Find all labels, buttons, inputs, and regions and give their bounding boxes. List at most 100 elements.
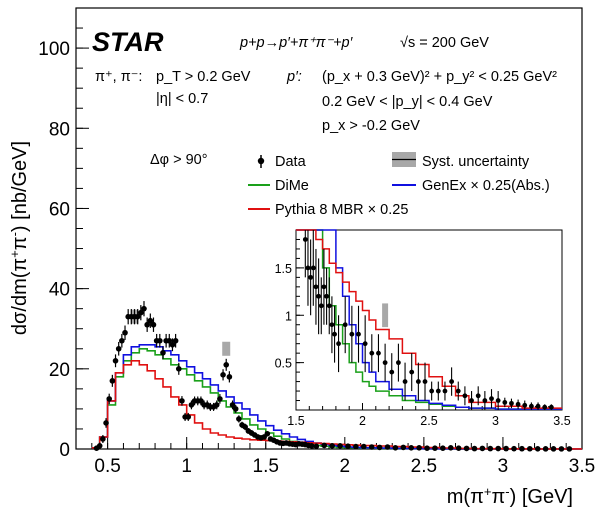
inset-data-point — [396, 360, 401, 366]
inset-data-point — [402, 379, 408, 384]
inset-data-point — [515, 401, 521, 407]
data-point — [558, 446, 565, 452]
pion-eta-cut: |η| < 0.7 — [156, 91, 208, 107]
data-point — [185, 414, 192, 420]
y-tick-label: 60 — [49, 199, 70, 220]
data-point — [479, 445, 486, 452]
inset-data-point — [326, 303, 332, 309]
proton-cut-2: 0.2 GeV < |p_y| < 0.4 GeV — [322, 94, 493, 110]
data-point — [150, 321, 157, 328]
inset-data-point — [336, 341, 341, 347]
inset-x-tick-label: 2 — [359, 414, 366, 428]
data-point — [337, 442, 343, 449]
data-point — [368, 444, 375, 450]
syst-box — [222, 341, 231, 356]
legend-pythia-label: Pythia 8 MBR × 0.25 — [275, 202, 408, 218]
proton-cut-3: p_x > -0.2 GeV — [322, 118, 420, 134]
inset-data-point — [310, 265, 316, 271]
y-tick-label: 20 — [49, 360, 70, 381]
inset-data-point — [475, 393, 481, 399]
inset-data-point — [342, 322, 348, 328]
inset-data-point — [429, 388, 435, 394]
inset-y-tick-label: 0.5 — [275, 357, 292, 371]
data-point — [313, 443, 320, 449]
inset-data-point — [489, 396, 494, 402]
x-tick-label: 2 — [340, 456, 351, 477]
series-line-pythia — [91, 360, 582, 450]
data-point — [440, 445, 446, 451]
x-tick-label: 1 — [181, 456, 192, 477]
data-point — [471, 445, 478, 452]
inset-x-tick-label: 1.5 — [287, 414, 304, 428]
data-point — [487, 445, 494, 452]
inset-data-point — [509, 400, 514, 406]
inset-data-point — [382, 360, 388, 366]
x-tick-label: 3 — [498, 456, 509, 477]
data-point — [169, 341, 176, 348]
data-point — [100, 436, 106, 442]
inset-data-point — [389, 369, 395, 375]
dphi-cut: Δφ > 90° — [150, 152, 208, 168]
x-axis-label: m(π+π-) [GeV] — [447, 484, 573, 508]
data-point — [134, 313, 141, 320]
data-point — [416, 444, 422, 451]
inset-data-point — [542, 404, 548, 410]
data-point — [376, 444, 383, 451]
data-point — [112, 358, 119, 364]
inset-data-point — [442, 388, 448, 394]
data-point — [220, 372, 226, 378]
data-point — [138, 309, 144, 316]
inset-data-point — [415, 379, 421, 384]
data-point — [264, 430, 271, 437]
inset-data-point — [422, 379, 428, 384]
inset: 1.5 2 2.5 3 3.5 0.5 1 1.5 — [275, 229, 571, 428]
data-point — [511, 445, 517, 452]
data-point — [519, 445, 525, 452]
inset-x-tick-label: 3.5 — [553, 414, 570, 428]
data-point — [198, 398, 204, 404]
data-point — [103, 420, 109, 426]
data-point — [527, 445, 533, 452]
data-point — [144, 321, 150, 328]
inset-y-tick-label: 1.5 — [275, 262, 292, 276]
inset-data-point — [455, 388, 461, 394]
data-point — [463, 445, 470, 452]
inset-data-point — [313, 284, 319, 290]
inset-x-tick-label: 3 — [492, 414, 499, 428]
data-point — [166, 337, 173, 344]
process-label: p+p→p′+π⁺π⁻+p′ — [239, 35, 354, 51]
data-point — [242, 424, 248, 430]
data-point — [400, 444, 407, 451]
inset-data-point — [349, 331, 355, 337]
inset-data-point — [329, 322, 335, 328]
star-logo: STAR — [92, 27, 164, 57]
pion-pt-cut: p_T > 0.2 GeV — [156, 69, 251, 85]
inset-data-point — [369, 350, 375, 356]
legend-genex-label: GenEx × 0.25(Abs.) — [422, 178, 550, 194]
y-tick-label: 0 — [59, 440, 70, 461]
inset-data-point — [462, 393, 468, 399]
pion-label: π⁺, π⁻: — [95, 69, 142, 85]
data-point — [360, 443, 367, 450]
legend: Data Syst. uncertainty DiMe GenEx × 0.25… — [248, 152, 550, 218]
inset-data-point — [535, 403, 541, 409]
data-point — [329, 442, 335, 449]
inset-data-point — [409, 369, 415, 375]
inset-data-point — [482, 398, 488, 403]
inset-frame — [295, 229, 563, 411]
data-point — [188, 402, 195, 408]
data-point — [542, 446, 549, 452]
inset-data-point — [362, 341, 368, 347]
data-point — [392, 444, 399, 451]
x-tick-label: 2.5 — [411, 456, 437, 477]
y-tick-label: 40 — [49, 280, 70, 301]
data-point — [109, 378, 116, 384]
data-point — [321, 442, 328, 449]
data-point — [534, 445, 541, 452]
inset-data-point — [502, 400, 508, 405]
inset-data-point — [529, 403, 534, 409]
inset-data-point — [469, 398, 474, 403]
legend-syst-label: Syst. uncertainty — [422, 154, 530, 170]
data-point — [122, 329, 128, 336]
